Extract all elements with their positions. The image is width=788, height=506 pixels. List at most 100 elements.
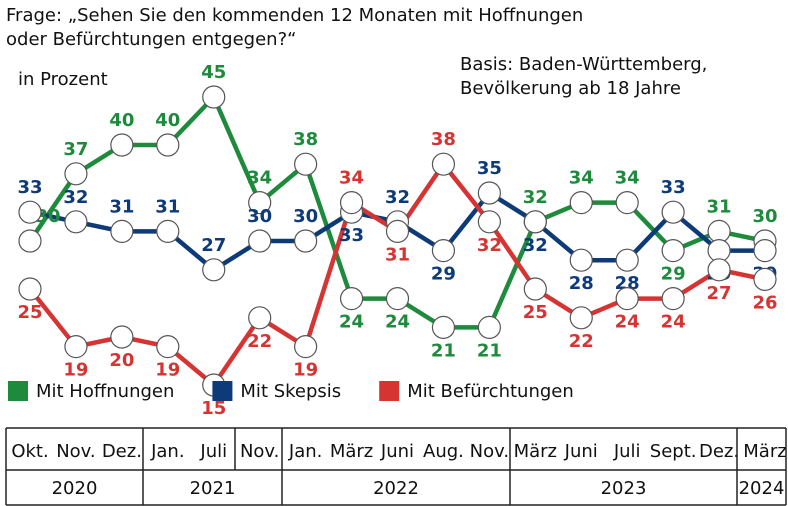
point: [615, 287, 639, 311]
x-tick-label: Dez.: [699, 441, 739, 462]
year-label: 2020: [52, 478, 98, 499]
point: [431, 152, 456, 176]
value-label: 19: [63, 360, 88, 381]
point: [707, 258, 731, 282]
x-tick-label: Juli: [199, 441, 227, 462]
point: [18, 200, 42, 224]
value-label: 45: [201, 62, 226, 83]
value-label: 34: [339, 168, 364, 189]
x-tick-label: Jan.: [150, 441, 184, 462]
value-label: 33: [339, 225, 364, 246]
legend-label: Mit Befürchtungen: [407, 381, 574, 402]
legend-label: Mit Skepsis: [240, 381, 341, 402]
note-line: Bevölkerung ab 18 Jahre: [460, 78, 681, 99]
value-label: 31: [707, 196, 732, 217]
value-label: 31: [385, 244, 410, 265]
point: [18, 277, 42, 301]
point: [156, 133, 180, 157]
value-label: 38: [293, 129, 318, 150]
value-label: 21: [431, 340, 456, 361]
value-label: 19: [155, 360, 180, 381]
value-label: 26: [752, 292, 777, 313]
point: [64, 335, 88, 359]
point: [661, 200, 685, 224]
value-label: 37: [63, 139, 88, 160]
x-tick-label: Okt.: [11, 441, 48, 462]
value-label: 28: [569, 273, 594, 294]
x-tick-label: März: [514, 441, 557, 462]
point: [569, 248, 593, 272]
point: [569, 191, 593, 215]
point: [661, 239, 685, 263]
point: [294, 152, 318, 176]
value-label: 32: [385, 187, 410, 208]
value-label: 24: [385, 312, 410, 333]
unit-label: in Prozent: [18, 69, 108, 90]
value-label: 27: [201, 235, 226, 256]
x-tick-label: März: [743, 441, 786, 462]
value-label: 24: [339, 312, 364, 333]
point: [248, 191, 272, 215]
axis-lines: [6, 427, 786, 506]
value-label: 31: [155, 196, 180, 217]
point: [294, 229, 318, 253]
year-label: 2022: [373, 478, 419, 499]
point: [753, 267, 777, 291]
value-label: 20: [109, 350, 134, 371]
value-label: 29: [431, 264, 456, 285]
value-label: 25: [17, 302, 42, 323]
legend-swatch: [8, 381, 28, 401]
value-label: 22: [247, 331, 272, 352]
value-label: 22: [569, 331, 594, 352]
x-tick-label: Jan.: [288, 441, 322, 462]
point: [431, 315, 456, 339]
point: [294, 335, 318, 359]
point: [248, 306, 272, 330]
year-label: 2024: [739, 478, 785, 499]
x-tick-label: Nov.: [240, 441, 279, 462]
point: [569, 306, 593, 330]
point: [339, 287, 364, 311]
x-tick-label: Juni: [564, 441, 598, 462]
value-label: 32: [523, 187, 548, 208]
point: [477, 181, 501, 205]
point: [110, 133, 134, 157]
point: [615, 191, 639, 215]
point: [18, 229, 42, 253]
year-label: 2021: [190, 478, 236, 499]
value-label: 29: [661, 264, 686, 285]
value-label: 24: [661, 312, 686, 333]
point: [202, 85, 226, 109]
value-label: 21: [477, 340, 502, 361]
value-label: 35: [477, 158, 502, 179]
x-tick-label: Sept.: [650, 441, 697, 462]
x-tick-label: Juni: [380, 441, 414, 462]
value-label: 25: [523, 302, 548, 323]
title-line: Frage: „Sehen Sie den kommenden 12 Monat…: [6, 5, 583, 26]
point: [385, 287, 410, 311]
legend-swatch: [379, 381, 400, 401]
point: [202, 258, 226, 282]
value-label: 38: [431, 129, 456, 150]
point: [156, 219, 180, 243]
point: [156, 335, 180, 359]
value-label: 34: [569, 168, 594, 189]
point: [753, 239, 777, 263]
value-label: 33: [661, 177, 686, 198]
point: [523, 210, 547, 234]
point: [64, 162, 88, 186]
value-label: 30: [293, 206, 318, 227]
x-tick-label: Dez.: [102, 441, 142, 462]
value-label: 33: [17, 177, 42, 198]
value-label: 32: [477, 235, 502, 256]
point: [615, 248, 639, 272]
value-label: 30: [35, 206, 60, 227]
point: [477, 315, 501, 339]
value-label: 19: [293, 360, 318, 381]
value-label: 30: [752, 206, 777, 227]
point: [523, 277, 547, 301]
point: [385, 219, 410, 243]
value-label: 31: [109, 196, 134, 217]
x-tick-label: März: [330, 441, 373, 462]
